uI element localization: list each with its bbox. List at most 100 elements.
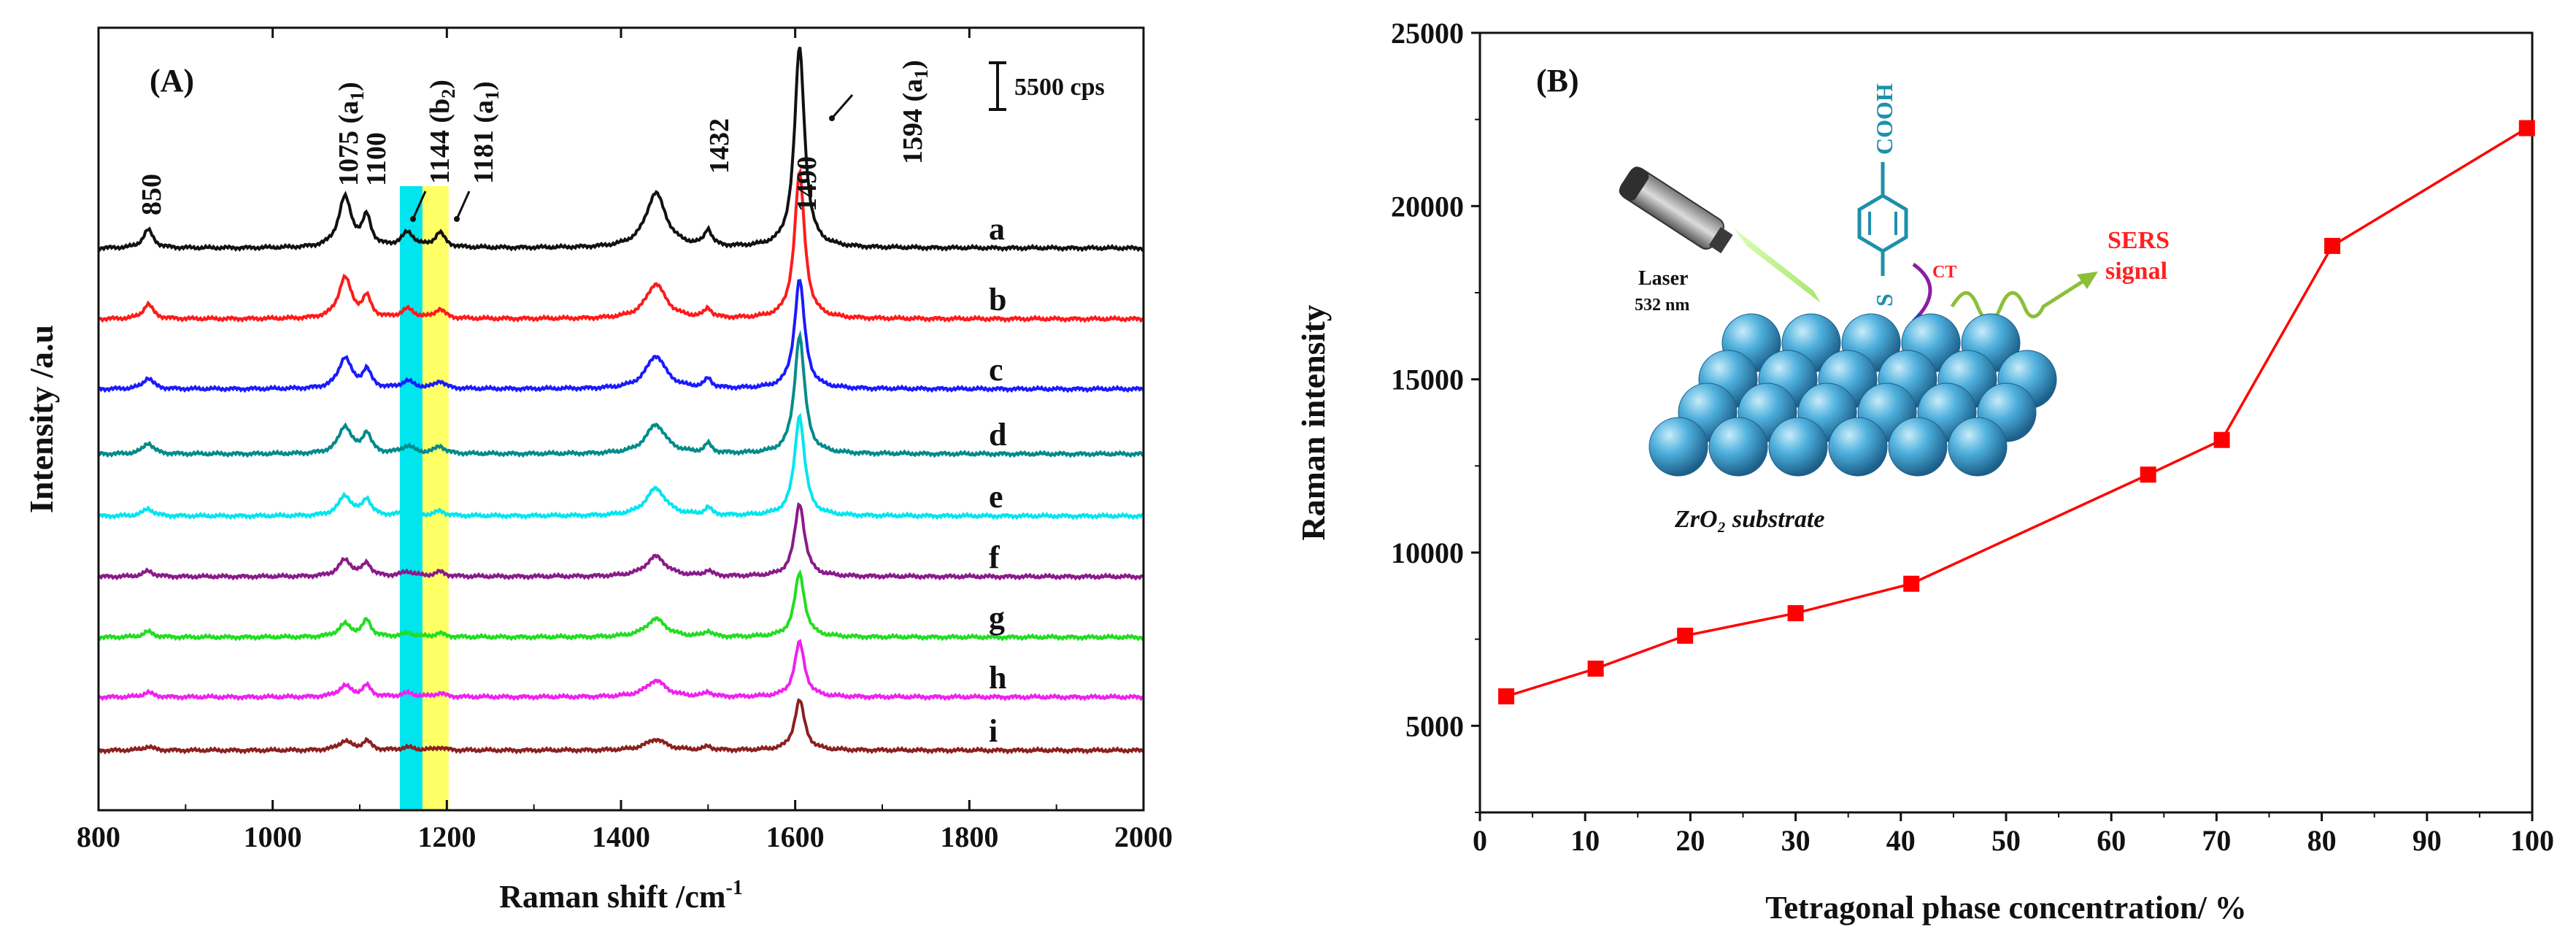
sers-signal-wave	[1950, 279, 2085, 323]
spectrum-series-e	[97, 412, 1144, 520]
annotation-arrow-tip-3	[829, 115, 835, 121]
sers-schematic-inset: Laser 532 nm COOH S CT SERS signal	[1619, 83, 2170, 533]
data-point	[2213, 431, 2230, 448]
x-tick-label: 800	[77, 820, 120, 853]
annotation-arrow-2	[455, 191, 471, 220]
highlight-band-2	[422, 186, 449, 810]
y-tick-label: 20000	[1391, 190, 1464, 223]
y-tick-label: 10000	[1391, 537, 1464, 569]
panel-b-label: (B)	[1536, 63, 1579, 99]
substrate-label: ZrO₂ substrate	[1674, 506, 1825, 533]
annotation-arrow-tip-1	[410, 216, 416, 222]
y-tick-label: 25000	[1391, 17, 1464, 50]
series-label-f: f	[989, 539, 1000, 575]
spectrum-series-h	[97, 639, 1144, 701]
x-tick-label: 2000	[1114, 820, 1173, 853]
laser-beam	[1733, 228, 1821, 303]
signal-label: signal	[2105, 258, 2167, 285]
x-tick-label: 40	[1886, 824, 1916, 857]
peak-annotation-1181: 1181 (a1)	[468, 81, 503, 184]
laser-wavelength: 532 nm	[1635, 296, 1689, 315]
peak-annotation-1594: 1594 (a1)	[898, 60, 932, 164]
substrate-sphere	[1828, 417, 1888, 477]
x-tick-label: 1400	[592, 820, 650, 853]
zro2-substrate-spheres	[1648, 313, 2057, 477]
x-tick-label: 20	[1675, 824, 1705, 857]
peak-annotation-1490: 1490	[792, 156, 822, 212]
ct-label: CT	[1932, 263, 1956, 282]
substrate-sphere	[1768, 417, 1828, 477]
series-label-d: d	[989, 417, 1006, 453]
x-tick-label: 1200	[417, 820, 476, 853]
data-point	[2140, 466, 2156, 483]
x-tick-label: 60	[2097, 824, 2126, 857]
panel-b-x-axis-title: Tetragonal phase concentration/ %	[1765, 890, 2247, 926]
peak-annotation-850: 850	[136, 174, 167, 215]
data-point	[2324, 237, 2341, 254]
substrate-sphere	[1888, 417, 1948, 477]
series-label-g: g	[989, 600, 1005, 636]
panel-b-intensity-chart: 0 10 20 30 40 50 60 70 80 90 100 5000 10000 15000 2000…	[1295, 17, 2554, 926]
x-tick-label: 80	[2307, 824, 2337, 857]
peak-annotation-1432: 1432	[704, 118, 735, 174]
panel-a-x-axis: 800 1000 1200 1400 1600 1800 2000	[77, 28, 1173, 853]
annotation-arrow-1	[412, 191, 427, 220]
highlight-band-1	[399, 186, 423, 810]
x-tick-label: 1000	[244, 820, 302, 853]
highlight-bands	[399, 186, 449, 810]
substrate-sphere	[1708, 417, 1768, 477]
data-point	[1587, 661, 1604, 677]
spectrum-series-a	[97, 47, 1145, 253]
peak-annotations: 850 1075 (a1)1100 1144 (b2) 1181 (a1) 1432 14…	[136, 60, 932, 222]
peak-annotation-1075: 1075 (a1)	[333, 82, 368, 186]
series-label-h: h	[989, 660, 1006, 696]
intensity-series-points	[1498, 120, 2535, 704]
annotation-arrow-tip-2	[454, 216, 460, 222]
spectrum-series-c	[98, 279, 1145, 393]
spectrum-series-i	[98, 698, 1145, 755]
laser-label: Laser	[1638, 267, 1688, 290]
x-tick-label: 50	[1991, 824, 2021, 857]
sers-label: SERS	[2108, 227, 2170, 254]
charge-transfer-arrow	[1912, 262, 1932, 323]
y-tick-label: 5000	[1405, 710, 1464, 742]
spectrum-series-d	[97, 330, 1145, 458]
laser-pen-icon	[1619, 166, 1733, 253]
x-tick-label: 70	[2202, 824, 2231, 857]
thiobenzoic-acid-molecule	[1857, 162, 1908, 276]
panel-a-x-axis-title: Raman shift /cm-1	[499, 877, 743, 915]
data-point	[1498, 688, 1515, 704]
data-point	[2518, 120, 2535, 136]
peak-annotation-1100: 1100	[361, 132, 392, 186]
data-point	[1787, 605, 1804, 622]
panel-b-axes: 0 10 20 30 40 50 60 70 80 90 100 5000 10000 15000 2000…	[1391, 17, 2554, 857]
sers-signal-arrowhead	[2077, 272, 2098, 289]
data-point	[1677, 627, 1694, 644]
x-tick-label: 100	[2510, 824, 2554, 857]
series-label-i: i	[989, 713, 998, 749]
spectrum-series-g	[97, 569, 1145, 642]
series-label-b: b	[989, 282, 1006, 318]
series-label-c: c	[989, 352, 1003, 388]
peak-annotation-1144: 1144 (b2)	[425, 80, 459, 184]
sulfur-label: S	[1871, 293, 1897, 307]
substrate-sphere	[1948, 417, 2008, 477]
scale-bar-label: 5500 cps	[1014, 74, 1105, 101]
series-label-a: a	[989, 211, 1005, 247]
panel-b-y-axis-title: Raman intensity	[1295, 304, 1332, 540]
spectra-series-group	[97, 47, 1145, 755]
x-tick-label: 30	[1781, 824, 1810, 857]
panel-a-y-axis-title: Intensity /a.u	[23, 325, 60, 513]
x-tick-label: 0	[1473, 824, 1487, 857]
x-tick-label: 1800	[940, 820, 998, 853]
y-tick-label: 15000	[1391, 364, 1464, 396]
x-tick-label: 1600	[766, 820, 825, 853]
annotation-arrow-3	[830, 94, 854, 119]
spectrum-series-f	[98, 501, 1145, 581]
panel-a-frame	[97, 26, 1145, 812]
x-tick-label: 10	[1570, 824, 1600, 857]
carboxyl-group-label: COOH	[1871, 83, 1897, 155]
